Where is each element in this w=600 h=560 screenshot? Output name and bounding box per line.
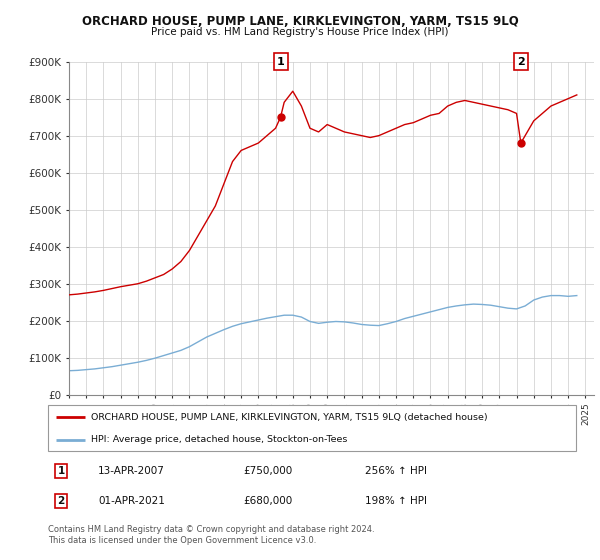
Text: Contains HM Land Registry data © Crown copyright and database right 2024.
This d: Contains HM Land Registry data © Crown c… (48, 525, 374, 545)
Text: 256% ↑ HPI: 256% ↑ HPI (365, 466, 427, 476)
Text: 01-APR-2021: 01-APR-2021 (98, 496, 165, 506)
FancyBboxPatch shape (48, 405, 576, 451)
Text: 2: 2 (58, 496, 65, 506)
Text: Price paid vs. HM Land Registry's House Price Index (HPI): Price paid vs. HM Land Registry's House … (151, 27, 449, 37)
Text: £750,000: £750,000 (244, 466, 293, 476)
Text: HPI: Average price, detached house, Stockton-on-Tees: HPI: Average price, detached house, Stoc… (91, 435, 347, 444)
Text: 198% ↑ HPI: 198% ↑ HPI (365, 496, 427, 506)
Text: 13-APR-2007: 13-APR-2007 (98, 466, 165, 476)
Text: ORCHARD HOUSE, PUMP LANE, KIRKLEVINGTON, YARM, TS15 9LQ: ORCHARD HOUSE, PUMP LANE, KIRKLEVINGTON,… (82, 15, 518, 28)
Text: ORCHARD HOUSE, PUMP LANE, KIRKLEVINGTON, YARM, TS15 9LQ (detached house): ORCHARD HOUSE, PUMP LANE, KIRKLEVINGTON,… (91, 413, 488, 422)
Text: 1: 1 (277, 57, 284, 67)
Text: 1: 1 (58, 466, 65, 476)
Text: 2: 2 (517, 57, 525, 67)
Text: £680,000: £680,000 (244, 496, 293, 506)
